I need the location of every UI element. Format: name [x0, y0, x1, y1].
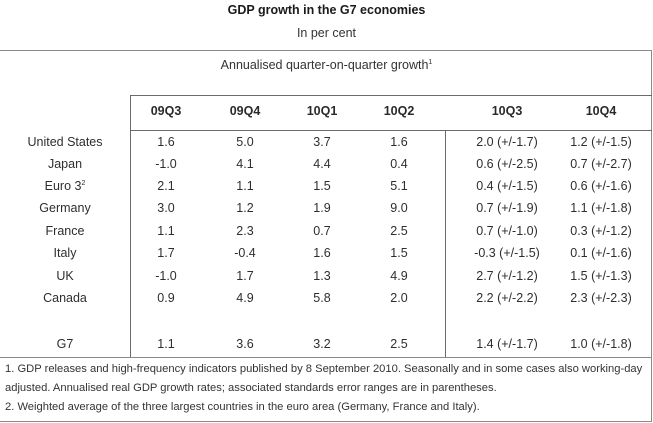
table-cell: -0.3 (+/-1.5): [474, 246, 540, 260]
table-cell: 0.7 (+/-1.0): [476, 224, 538, 238]
row-label: Italy: [5, 246, 125, 260]
table-cell: 1.1: [157, 224, 175, 238]
table-cell: 0.4 (+/-1.5): [476, 179, 538, 193]
table-cell: 1.5: [313, 179, 331, 193]
table-frame: [0, 50, 652, 358]
footnote-mark: 2: [81, 179, 86, 187]
table-cell: 2.5: [390, 224, 408, 238]
table-subtitle: In per cent: [296, 26, 357, 40]
table-cell: 0.9: [157, 291, 175, 305]
table-cell: 3.7: [313, 135, 331, 149]
table-cell: 1.4 (+/-1.7): [476, 337, 538, 351]
table-cell: 4.1: [236, 157, 254, 171]
table-cell: 0.7 (+/-2.7): [570, 157, 632, 171]
row-label-text: France: [45, 224, 85, 238]
column-header: 10Q4: [585, 104, 617, 118]
table-cell: -0.4: [234, 246, 256, 260]
table-cell: 3.0: [157, 201, 175, 215]
panel-title-text: Annualised quarter-on-quarter growth: [220, 58, 429, 72]
column-header: 09Q3: [150, 104, 182, 118]
table-cell: 3.6: [236, 337, 254, 351]
panel-title: Annualised quarter-on-quarter growth1: [0, 58, 653, 72]
row-label-text: Italy: [53, 246, 77, 260]
row-label-text: Germany: [39, 201, 91, 215]
table-cell: 0.6 (+/-1.6): [570, 179, 632, 193]
table-cell: 2.3 (+/-2.3): [570, 291, 632, 305]
column-header: 10Q2: [383, 104, 415, 118]
forecast-column-divider: [445, 130, 446, 357]
label-column-divider: [130, 95, 131, 357]
table-cell: 4.9: [390, 269, 408, 283]
table-cell: 1.7: [157, 246, 175, 260]
table-cell: 0.7: [313, 224, 331, 238]
table-cell: 5.8: [313, 291, 331, 305]
row-label-text: Euro 3: [44, 179, 82, 193]
table-cell: 1.5: [390, 246, 408, 260]
table-cell: 5.1: [390, 179, 408, 193]
table-cell: 1.6: [157, 135, 175, 149]
table-cell: 1.2 (+/-1.5): [570, 135, 632, 149]
row-label-text: Japan: [47, 157, 83, 171]
column-header: 10Q3: [491, 104, 523, 118]
table-cell: 0.1 (+/-1.6): [570, 246, 632, 260]
table-title: GDP growth in the G7 economies: [227, 3, 426, 17]
row-label: Euro 32: [5, 179, 125, 193]
table-cell: 4.4: [313, 157, 331, 171]
table-cell: 5.0: [236, 135, 254, 149]
footnotes-box: [0, 357, 652, 422]
table-cell: 0.3 (+/-1.2): [570, 224, 632, 238]
table-cell: 2.0: [390, 291, 408, 305]
table-cell: 1.6: [313, 246, 331, 260]
table-cell: 1.1: [157, 337, 175, 351]
table-cell: 1.9: [313, 201, 331, 215]
row-label: France: [5, 224, 125, 238]
table-cell: 1.0 (+/-1.8): [570, 337, 632, 351]
table-cell: 1.7: [236, 269, 254, 283]
header-top-rule: [130, 95, 652, 96]
table-cell: 1.1 (+/-1.8): [570, 201, 632, 215]
row-label: Japan: [5, 157, 125, 171]
header-bottom-rule: [130, 130, 652, 131]
table-cell: 2.1: [157, 179, 175, 193]
table-cell: 0.4: [390, 157, 408, 171]
row-label-text: Canada: [43, 291, 87, 305]
table-cell: 2.7 (+/-1.2): [476, 269, 538, 283]
table-cell: 2.2 (+/-2.2): [476, 291, 538, 305]
table-cell: 1.6: [390, 135, 408, 149]
row-label: UK: [5, 269, 125, 283]
table-cell: 9.0: [390, 201, 408, 215]
row-label-text: United States: [27, 135, 103, 149]
column-header: 09Q4: [229, 104, 261, 118]
footnote-mark: 1: [428, 58, 433, 66]
table-cell: 1.5 (+/-1.3): [570, 269, 632, 283]
table-cell: 1.3: [313, 269, 331, 283]
table-cell: 2.3: [236, 224, 254, 238]
row-label: Germany: [5, 201, 125, 215]
table-cell: 0.7 (+/-1.9): [476, 201, 538, 215]
row-label: Canada: [5, 291, 125, 305]
table-cell: -1.0: [155, 157, 177, 171]
table-cell: 4.9: [236, 291, 254, 305]
row-label-text: UK: [56, 269, 74, 283]
row-label-text: G7: [56, 337, 74, 351]
footnote-1: 1. GDP releases and high-frequency indic…: [5, 363, 643, 394]
table-cell: 2.5: [390, 337, 408, 351]
column-header: 10Q1: [306, 104, 338, 118]
table-cell: -1.0: [155, 269, 177, 283]
table-cell: 1.1: [236, 179, 254, 193]
table-cell: 0.6 (+/-2.5): [476, 157, 538, 171]
row-label: United States: [5, 135, 125, 149]
table-cell: 3.2: [313, 337, 331, 351]
table-cell: 2.0 (+/-1.7): [476, 135, 538, 149]
footnote-2: 2. Weighted average of the three largest…: [5, 401, 480, 413]
row-label: G7: [5, 337, 125, 351]
table-cell: 1.2: [236, 201, 254, 215]
